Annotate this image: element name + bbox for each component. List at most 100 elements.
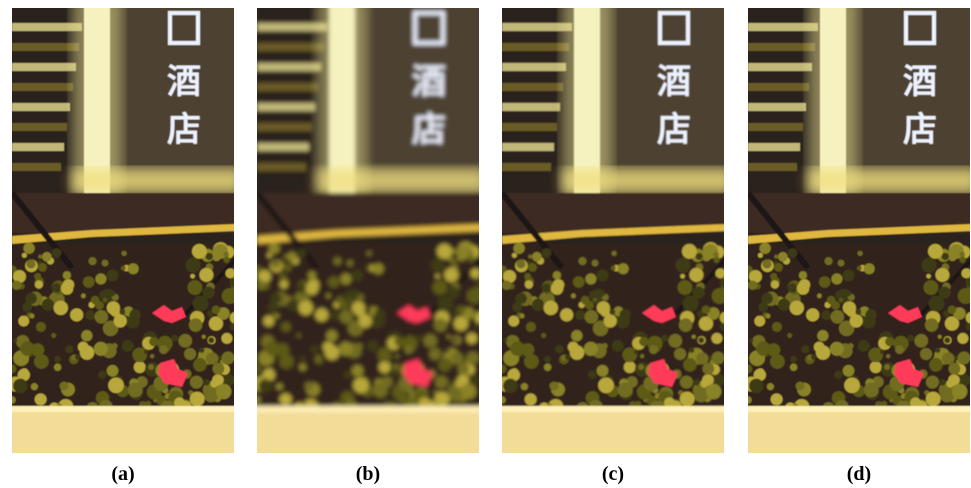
foliage — [393, 364, 399, 370]
foliage — [222, 288, 238, 304]
foliage — [857, 266, 862, 271]
scene: 酒店 — [2, 0, 244, 468]
wall-top — [2, 406, 244, 412]
foliage — [128, 383, 143, 398]
foliage — [510, 368, 518, 376]
foliage — [689, 268, 703, 282]
foliage — [640, 354, 644, 358]
foliage — [926, 274, 931, 279]
window-light — [502, 103, 560, 111]
foliage — [297, 283, 306, 292]
foliage — [528, 263, 537, 272]
foliage — [61, 282, 74, 295]
foliage — [38, 255, 42, 259]
foliage — [348, 298, 352, 302]
foliage — [42, 299, 54, 311]
foliage — [451, 352, 463, 364]
window-light — [502, 143, 554, 151]
window-light — [748, 23, 818, 31]
window-light — [257, 163, 306, 171]
foliage — [34, 273, 41, 280]
base-glow — [562, 168, 732, 193]
window-light — [502, 83, 563, 91]
foliage — [550, 382, 559, 391]
foliage — [280, 280, 288, 288]
foliage — [230, 312, 242, 324]
foliage — [203, 379, 209, 385]
foliage — [864, 383, 879, 398]
window-light — [502, 23, 572, 31]
foliage — [429, 348, 441, 360]
foliage — [299, 301, 313, 315]
foliage — [223, 252, 229, 258]
foliage — [253, 396, 260, 403]
foliage — [453, 337, 459, 343]
foliage — [353, 377, 369, 393]
foliage — [102, 260, 109, 267]
foliage — [110, 291, 116, 297]
foliage — [279, 354, 294, 369]
foliage — [948, 363, 960, 375]
foliage — [320, 355, 325, 360]
foliage — [221, 333, 232, 344]
foliage — [467, 288, 483, 304]
foliage — [676, 258, 691, 273]
foliage — [817, 293, 822, 298]
foliage — [762, 259, 771, 268]
window-light — [748, 103, 806, 111]
foliage — [22, 253, 27, 258]
foliage — [20, 368, 28, 376]
foliage — [54, 301, 68, 315]
foliage — [790, 356, 797, 363]
window-light — [257, 103, 315, 111]
foliage — [611, 251, 616, 256]
foliage — [682, 244, 697, 259]
foliage — [571, 330, 582, 341]
window-light — [502, 43, 569, 51]
foliage — [865, 309, 876, 320]
foliage — [326, 293, 331, 298]
foliage — [679, 318, 693, 332]
foliage — [843, 301, 856, 314]
wall-top — [492, 406, 734, 412]
foliage — [706, 384, 721, 399]
scene: 酒店 — [247, 0, 489, 468]
foliage — [756, 341, 770, 355]
foliage — [144, 350, 148, 354]
foliage — [864, 263, 875, 274]
window-light — [748, 83, 809, 91]
foliage — [36, 322, 46, 332]
window-light — [257, 83, 318, 91]
foliage — [355, 291, 361, 297]
foliage — [432, 280, 447, 295]
foliage — [713, 257, 719, 263]
foliage — [560, 308, 573, 321]
foliage — [541, 333, 546, 338]
foliage — [565, 355, 570, 360]
foliage — [788, 283, 797, 292]
window-light — [12, 123, 67, 131]
foliage — [34, 354, 49, 369]
window-light — [12, 23, 82, 31]
foliage — [208, 337, 214, 343]
foliage — [394, 337, 403, 346]
foliage — [790, 301, 804, 315]
foliage — [843, 269, 855, 281]
foliage — [680, 392, 695, 407]
foliage — [88, 257, 96, 265]
photo-panel: 酒店 — [492, 0, 734, 468]
foliage — [431, 258, 446, 273]
foliage — [468, 252, 474, 258]
foliage — [857, 251, 862, 256]
foliage — [584, 342, 598, 356]
foliage — [54, 356, 61, 363]
foliage — [668, 334, 682, 348]
foliage — [268, 243, 279, 254]
foliage — [521, 383, 528, 390]
foliage — [758, 253, 763, 258]
foliage — [287, 299, 299, 311]
foliage — [271, 259, 280, 268]
foliage — [797, 282, 810, 295]
foliage — [210, 380, 218, 388]
foliage — [513, 243, 524, 254]
